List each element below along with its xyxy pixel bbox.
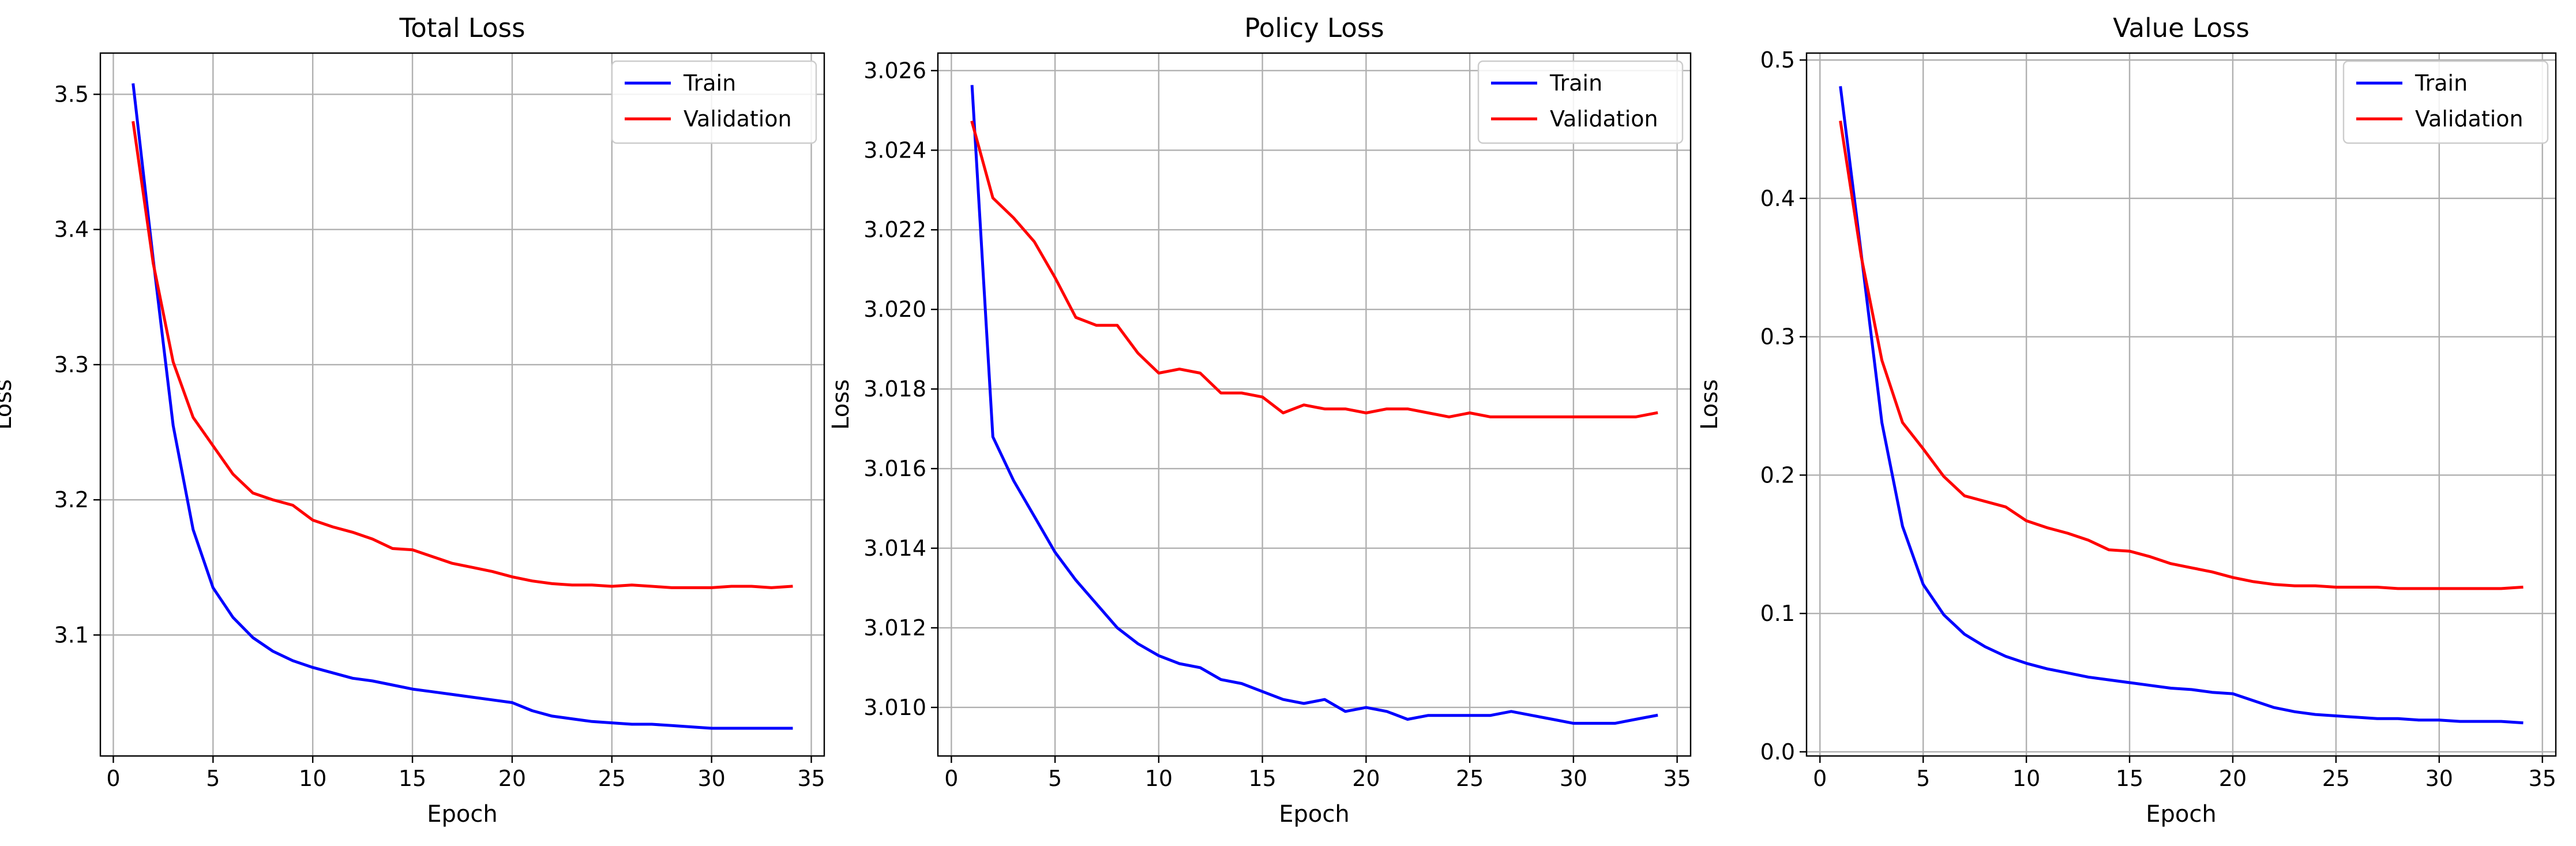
y-tick-label: 3.026 — [863, 58, 926, 83]
x-axis-label: Epoch — [427, 801, 497, 828]
x-tick-label: 0 — [944, 766, 958, 791]
chart-title: Total Loss — [399, 13, 525, 43]
chart-title: Value Loss — [2113, 13, 2250, 43]
legend-label-validation: Validation — [2415, 106, 2524, 132]
x-tick-label: 30 — [1560, 766, 1587, 791]
x-tick-label: 20 — [1352, 766, 1380, 791]
x-tick-label: 25 — [2322, 766, 2350, 791]
legend-label-validation: Validation — [1550, 106, 1658, 132]
x-tick-label: 25 — [1456, 766, 1484, 791]
x-tick-label: 10 — [2012, 766, 2040, 791]
x-tick-label: 35 — [1663, 766, 1691, 791]
series-line-train — [970, 85, 1658, 725]
x-tick-label: 5 — [206, 766, 220, 791]
legend-label-train: Train — [683, 70, 736, 96]
axes-frame — [99, 52, 825, 757]
y-axis-label: Loss — [828, 379, 854, 430]
series-line-train — [1839, 86, 2524, 725]
x-tick-label: 25 — [598, 766, 626, 791]
y-tick-label: 3.022 — [863, 217, 926, 242]
series-line-validation — [132, 121, 793, 589]
y-tick-label: 0.1 — [1760, 601, 1795, 626]
y-tick-label: 3.010 — [863, 695, 926, 720]
y-tick-label: 3.4 — [54, 217, 89, 242]
x-tick-label: 5 — [1916, 766, 1930, 791]
x-tick-label: 0 — [1813, 766, 1827, 791]
chart-panel-1: 0 5 10 15 20 25 30 35 3.1 3.2 3.3 3.4 3.5 Total Loss E… — [0, 13, 825, 828]
grid — [100, 53, 824, 756]
y-axis-label: Loss — [0, 379, 17, 430]
x-tick-label: 15 — [399, 766, 426, 791]
series-line-validation — [970, 120, 1658, 418]
y-tick-label: 0.0 — [1760, 739, 1795, 765]
x-tick-label: 10 — [1145, 766, 1173, 791]
y-tick-label: 3.018 — [863, 376, 926, 402]
series-line-train — [132, 83, 793, 730]
y-tick-label: 3.2 — [54, 487, 89, 512]
x-tick-label: 35 — [2529, 766, 2556, 791]
x-tick-label: 0 — [106, 766, 120, 791]
y-tick-label: 0.5 — [1760, 47, 1795, 73]
legend-label-validation: Validation — [684, 106, 792, 132]
legend: Train Validation — [1477, 60, 1684, 144]
x-tick-label: 20 — [498, 766, 526, 791]
y-axis-label: Loss — [1696, 379, 1723, 430]
series-line-validation — [1839, 121, 2524, 590]
legend-label-train: Train — [1549, 70, 1602, 96]
x-tick-label: 30 — [697, 766, 725, 791]
y-tick-label: 0.2 — [1760, 462, 1795, 488]
x-axis-label: Epoch — [2146, 801, 2216, 828]
legend-label-train: Train — [2414, 70, 2468, 96]
x-axis-label: Epoch — [1279, 801, 1349, 828]
x-tick-label: 35 — [797, 766, 825, 791]
x-tick-label: 15 — [2116, 766, 2143, 791]
y-tick-label: 0.3 — [1760, 324, 1795, 350]
axes-frame — [937, 52, 1692, 757]
chart-title: Policy Loss — [1244, 13, 1384, 43]
y-tick-label: 0.4 — [1760, 186, 1795, 211]
grid — [1807, 53, 2556, 756]
grid — [938, 53, 1691, 756]
legend: Train Validation — [611, 60, 817, 144]
y-tick-label: 3.3 — [54, 352, 89, 377]
x-tick-label: 10 — [299, 766, 326, 791]
y-tick-label: 3.1 — [54, 622, 89, 647]
y-tick-label: 3.020 — [863, 297, 926, 322]
y-tick-label: 3.012 — [863, 615, 926, 641]
y-tick-label: 3.016 — [863, 456, 926, 481]
y-tick-label: 3.5 — [54, 81, 89, 107]
axes-frame — [1805, 52, 2557, 757]
x-tick-label: 5 — [1048, 766, 1062, 791]
x-tick-label: 20 — [2219, 766, 2247, 791]
legend: Train Validation — [2342, 60, 2549, 144]
x-tick-label: 15 — [1248, 766, 1276, 791]
x-tick-label: 30 — [2425, 766, 2453, 791]
y-tick-label: 3.014 — [863, 536, 926, 561]
chart-panel-3: 0 5 10 15 20 25 30 35 0.0 0.1 0.2 0.3 0.4 0.5 Value Lo… — [1696, 13, 2557, 828]
chart-panel-2: 0 5 10 15 20 25 30 35 3.010 3.012 3.014 3.016 3.018 3… — [828, 13, 1692, 828]
y-tick-label: 3.024 — [863, 137, 926, 163]
